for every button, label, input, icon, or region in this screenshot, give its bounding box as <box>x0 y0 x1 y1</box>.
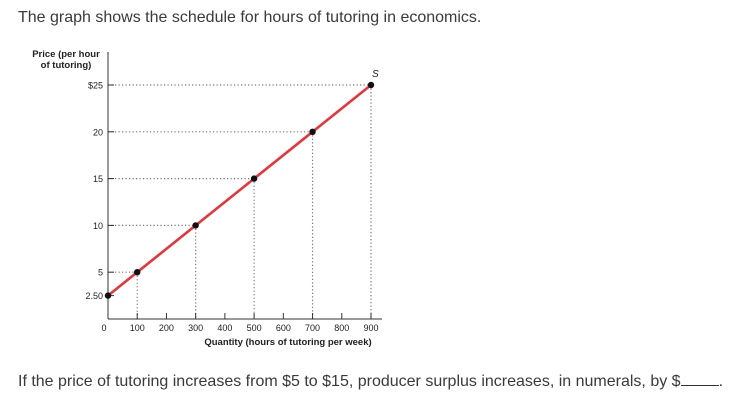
data-point-3 <box>250 175 258 182</box>
x-tick-label-5: 600 <box>276 323 291 333</box>
chart-axes <box>107 52 382 320</box>
x-tick-label-2: 300 <box>188 323 203 333</box>
y-tick-label-4: 20 <box>93 127 103 137</box>
origin-label: 0 <box>101 323 106 333</box>
data-point-5 <box>367 81 375 89</box>
x-tick-label-3: 400 <box>217 323 232 333</box>
dotted-guides <box>108 84 372 319</box>
x-tick-label-1: 200 <box>159 323 174 333</box>
question-ask-text: If the price of tutoring increases from … <box>18 373 681 390</box>
x-tick-label-4: 500 <box>247 323 262 333</box>
y-axis-title-line2: of tutoring) <box>41 60 92 71</box>
chart-labels: Price (per hour of tutoring) Quantity (h… <box>32 49 379 348</box>
x-tick-label-8: 900 <box>363 323 378 333</box>
y-axis-title-line1: Price (per hour <box>32 49 100 60</box>
data-point-2 <box>192 222 199 229</box>
y-tick-label-0: 2.50 <box>85 291 103 301</box>
x-tick-label-7: 800 <box>334 323 349 333</box>
series-label-0: S <box>372 69 379 80</box>
question-prompt: The graph shows the schedule for hours o… <box>18 9 482 26</box>
y-tick-label-3: 15 <box>93 174 103 184</box>
data-point-4 <box>309 128 316 135</box>
supply-series <box>104 81 375 299</box>
question-ask: If the price of tutoring increases from … <box>18 371 723 391</box>
tick-marks <box>108 84 372 319</box>
y-tick-label-2: 10 <box>93 221 103 231</box>
data-point-0 <box>104 292 112 299</box>
x-axis-title: Quantity (hours of tutoring per week) <box>204 337 371 348</box>
question-ask-suffix: . <box>718 373 724 390</box>
x-tick-label-6: 700 <box>305 323 320 333</box>
supply-line <box>107 83 372 297</box>
data-point-1 <box>134 269 141 276</box>
y-tick-label-5: $25 <box>88 81 103 91</box>
answer-blank[interactable] <box>680 371 719 386</box>
x-tick-label-0: 100 <box>130 323 145 333</box>
y-tick-label-1: 5 <box>98 268 103 278</box>
